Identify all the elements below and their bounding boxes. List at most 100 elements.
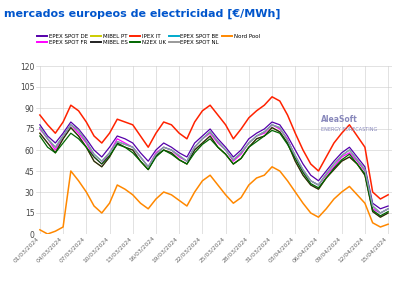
MIBEL PT (231, 162, 236, 166)
MIBEL PT (208, 134, 212, 138)
N2EX UK (223, 152, 228, 156)
EPEX SPOT NL (169, 148, 174, 152)
EPEX SPOT DE (99, 155, 104, 159)
Line: N2EX UK: N2EX UK (40, 130, 388, 216)
EPEX SPOT DE (324, 169, 329, 173)
EPEX SPOT DE (208, 127, 212, 131)
Nord Pool (316, 215, 321, 219)
EPEX SPOT NL (386, 207, 390, 211)
EPEX SPOT FR (161, 146, 166, 149)
MIBEL PT (84, 146, 89, 149)
MIBEL ES (169, 151, 174, 154)
IPEX IT (386, 193, 390, 196)
MIBEL ES (378, 215, 383, 219)
EPEX SPOT FR (386, 207, 390, 211)
EPEX SPOT DE (378, 207, 383, 211)
N2EX UK (61, 141, 66, 145)
IPEX IT (270, 95, 274, 99)
MIBEL PT (308, 183, 313, 187)
EPEX SPOT FR (231, 159, 236, 163)
EPEX SPOT BE (324, 172, 329, 175)
IPEX IT (332, 141, 336, 145)
EPEX SPOT FR (332, 165, 336, 169)
EPEX SPOT FR (115, 137, 120, 141)
EPEX SPOT BE (216, 140, 220, 143)
Nord Pool (231, 201, 236, 205)
MIBEL ES (99, 165, 104, 169)
EPEX SPOT BE (130, 146, 135, 149)
EPEX SPOT FR (38, 127, 42, 131)
N2EX UK (254, 140, 259, 143)
N2EX UK (184, 162, 189, 166)
N2EX UK (53, 151, 58, 154)
Nord Pool (370, 221, 375, 225)
Nord Pool (362, 201, 367, 205)
MIBEL ES (107, 155, 112, 159)
MIBEL ES (200, 141, 205, 145)
EPEX SPOT FR (61, 134, 66, 138)
EPEX SPOT FR (254, 134, 259, 138)
N2EX UK (339, 158, 344, 162)
EPEX SPOT BE (53, 146, 58, 149)
Nord Pool (324, 207, 329, 211)
MIBEL ES (161, 148, 166, 152)
MIBEL ES (208, 134, 212, 138)
MIBEL ES (84, 146, 89, 149)
Nord Pool (38, 228, 42, 232)
MIBEL PT (92, 159, 96, 163)
Nord Pool (146, 207, 151, 211)
Nord Pool (239, 196, 244, 200)
Text: mercados europeos de electricidad [€/MWh]: mercados europeos de electricidad [€/MWh… (4, 9, 280, 19)
N2EX UK (347, 152, 352, 156)
N2EX UK (386, 210, 390, 213)
EPEX SPOT NL (270, 123, 274, 127)
Nord Pool (99, 211, 104, 215)
N2EX UK (169, 152, 174, 156)
IPEX IT (223, 123, 228, 127)
EPEX SPOT NL (161, 146, 166, 149)
IPEX IT (246, 116, 251, 120)
IPEX IT (370, 190, 375, 194)
N2EX UK (239, 157, 244, 160)
MIBEL ES (316, 188, 321, 191)
Nord Pool (386, 222, 390, 226)
EPEX SPOT BE (208, 130, 212, 134)
IPEX IT (68, 103, 73, 107)
N2EX UK (154, 155, 158, 159)
EPEX SPOT BE (169, 148, 174, 152)
EPEX SPOT NL (61, 134, 66, 138)
EPEX SPOT BE (254, 134, 259, 138)
EPEX SPOT BE (308, 179, 313, 183)
N2EX UK (262, 134, 267, 138)
EPEX SPOT DE (339, 151, 344, 154)
MIBEL PT (177, 158, 182, 162)
MIBEL ES (146, 168, 151, 171)
Nord Pool (301, 201, 306, 205)
MIBEL PT (138, 159, 143, 163)
EPEX SPOT FR (246, 141, 251, 145)
MIBEL PT (262, 134, 267, 138)
EPEX SPOT BE (223, 148, 228, 152)
EPEX SPOT BE (184, 159, 189, 163)
EPEX SPOT BE (84, 140, 89, 143)
EPEX SPOT DE (107, 146, 112, 149)
EPEX SPOT NL (138, 155, 143, 159)
EPEX SPOT NL (184, 159, 189, 163)
MIBEL ES (370, 210, 375, 213)
EPEX SPOT DE (76, 127, 81, 131)
EPEX SPOT DE (45, 134, 50, 138)
MIBEL PT (161, 148, 166, 152)
EPEX SPOT FR (308, 179, 313, 183)
Line: IPEX IT: IPEX IT (40, 97, 388, 199)
IPEX IT (92, 134, 96, 138)
MIBEL ES (386, 211, 390, 215)
EPEX SPOT BE (68, 123, 73, 127)
IPEX IT (254, 109, 259, 112)
MIBEL PT (277, 130, 282, 134)
EPEX SPOT NL (378, 211, 383, 215)
N2EX UK (122, 146, 127, 149)
IPEX IT (138, 134, 143, 138)
EPEX SPOT DE (177, 151, 182, 154)
Nord Pool (293, 190, 298, 194)
N2EX UK (92, 155, 96, 159)
